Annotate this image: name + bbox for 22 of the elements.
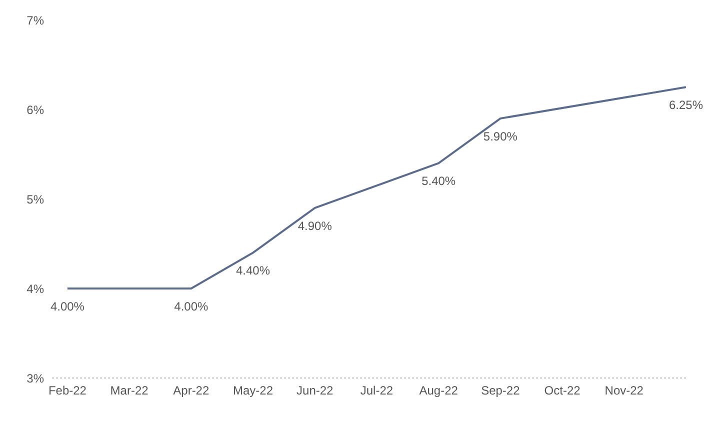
y-tick-label: 4% (26, 282, 44, 296)
x-tick-label: Nov-22 (604, 384, 644, 398)
x-tick-label: Apr-22 (173, 384, 210, 398)
x-tick-label: Sep-22 (481, 384, 520, 398)
data-label: 5.90% (483, 129, 518, 144)
data-label: 4.00% (50, 300, 85, 314)
x-tick-label: Feb-22 (48, 384, 87, 398)
y-tick-label: 5% (26, 192, 44, 206)
x-tick-label: May-22 (233, 384, 274, 398)
data-label: 5.40% (422, 174, 456, 188)
x-tick-label: Mar-22 (110, 384, 149, 398)
x-tick-label: Jul-22 (360, 384, 394, 398)
x-tick-label: Aug-22 (419, 384, 458, 398)
y-tick-label: 6% (26, 102, 44, 117)
data-label: 4.90% (298, 218, 332, 233)
data-label: 4.00% (174, 300, 209, 314)
x-tick-label: Oct-22 (544, 384, 581, 398)
data-label: 4.40% (236, 264, 270, 278)
x-tick-label: Jun-22 (296, 384, 334, 398)
y-tick-label: 7% (26, 13, 44, 28)
data-label: 6.25% (668, 98, 704, 112)
y-tick-label: 3% (26, 371, 44, 386)
